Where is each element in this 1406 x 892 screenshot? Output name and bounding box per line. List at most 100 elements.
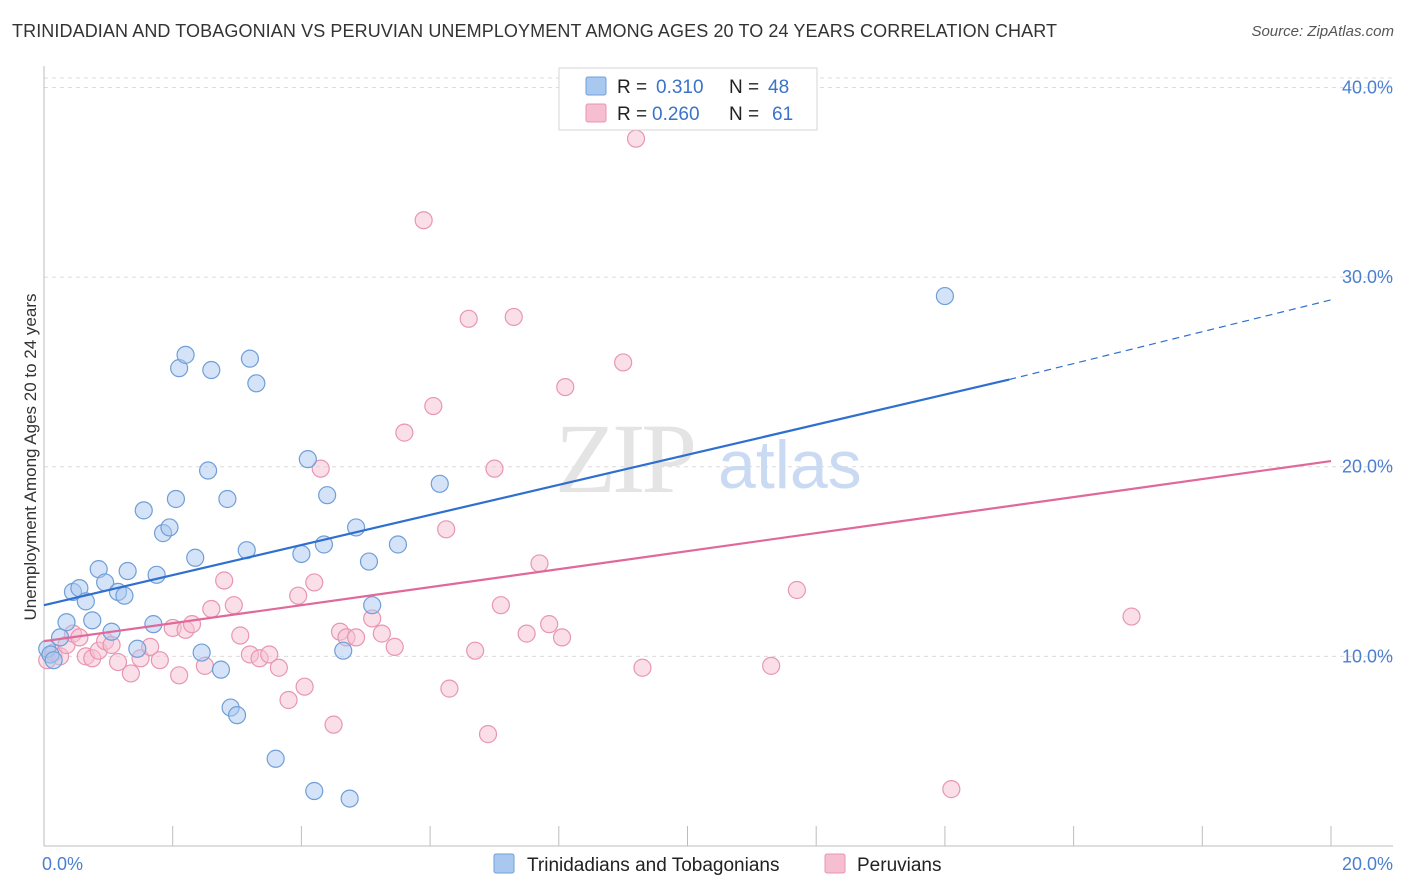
peruvian-point [289,586,308,605]
trinidadian-point [134,501,153,520]
trinidadian-point [340,789,359,808]
trinidadian-point [266,749,285,768]
peruvian-point [942,780,961,799]
trinidadian-point [115,586,134,605]
trinidadian-point [430,474,449,493]
trinidadian-point [247,374,266,393]
legend-n-value-1: 48 [768,77,789,98]
peruvian-point [614,353,633,372]
peruvian-point [150,651,169,670]
trinidadian-points [38,286,955,808]
trinidadian-point [359,552,379,571]
trinidadian-point [128,639,147,658]
peruvian-point [202,599,221,619]
trinidadian-point [57,613,76,632]
trinidadian-point [227,706,247,725]
legend-r-label-1: R = [617,77,647,98]
peruvian-point [215,571,234,590]
peruvian-trend-line [43,459,1332,643]
peruvian-point [295,677,314,696]
peruvian-point [231,626,250,645]
peruvian-point [121,664,140,683]
peruvian-point [478,725,498,744]
peruvian-point [170,666,189,685]
peruvian-point [459,309,478,328]
trinidadian-point [160,518,179,537]
trend-lines [43,299,1332,643]
y-tick-label: 20.0% [1342,457,1393,477]
trinidadian-point [83,611,102,630]
peruvian-point [540,615,559,634]
peruvian-point [324,715,343,734]
peruvian-point [182,615,202,634]
legend-swatch-trinidadian [585,76,607,96]
peruvian-point [311,459,330,478]
y-tick-label: 40.0% [1342,77,1393,97]
peruvian-point [346,628,366,647]
peruvian-point [633,658,652,677]
peruvian-point [491,596,510,615]
legend-r-label-2: R = [617,104,647,125]
legend-n-value-2: 61 [772,104,793,125]
trinidadian-point [198,461,218,480]
peruvian-point [1122,607,1141,626]
peruvian-point [224,596,243,615]
trinidadian-point [192,643,211,662]
trinidadian-point [186,548,205,567]
y-tick-label: 10.0% [1342,646,1393,666]
y-tick-label: 30.0% [1342,267,1393,287]
series-legend-label-trinidadian: Trinidadians and Tobagonians [527,855,779,876]
x-tick-label: 0.0% [42,854,83,874]
peruvian-point [530,554,549,573]
chart-source: Source: ZipAtlas.com [1251,23,1394,40]
grid-lines [44,77,1393,657]
trinidadian-point [298,450,317,469]
stats-legend: R = 0.310 N = 48 R = 0.260 N = 61 [558,67,818,131]
legend-n-label-1: N = [729,77,759,98]
peruvian-point [552,628,572,647]
peruvian-point [517,624,536,643]
peruvian-point [762,656,781,675]
trinidadian-point [166,489,186,509]
legend-n-label-2: N = [729,104,759,125]
trinidadian-point [935,286,955,306]
peruvian-point [504,307,523,327]
series-legend-label-peruvian: Peruvians [857,855,942,876]
trinidadian-point [118,561,137,581]
peruvian-point [279,690,298,710]
series-legend: Trinidadians and Tobagonians Peruvians [493,853,942,876]
peruvian-point [440,679,459,698]
axes [43,66,1393,847]
trinidadian-point [211,660,231,679]
legend-r-value-1: 0.310 [656,77,704,98]
peruvian-point [269,658,288,677]
trinidadian-point [292,544,311,564]
trinidadian-point [318,486,337,505]
peruvian-point [108,652,128,672]
trinidadian-point [202,360,221,380]
peruvian-point [787,580,806,600]
peruvian-point [485,459,504,478]
trinidadian-trend-extension [1009,299,1332,381]
trinidadian-trend-line [43,378,1010,607]
peruvian-point [626,129,646,148]
trinidadian-point [44,651,63,670]
peruvian-point [260,645,279,664]
series-legend-swatch-trinidadian [493,853,515,874]
peruvian-point [556,377,575,397]
peruvian-point [395,423,414,442]
tick-labels: 10.0% 20.0% 30.0% 40.0% 0.0% 20.0% [42,77,1393,874]
peruvian-point [372,624,391,643]
trinidadian-point [218,489,237,509]
peruvian-point [424,396,443,416]
series-legend-swatch-peruvian [824,853,846,874]
x-tick-label: 20.0% [1342,854,1393,874]
watermark: ZIP atlas [555,403,862,514]
legend-r-value-2: 0.260 [652,104,700,125]
trinidadian-point [240,349,260,368]
peruvian-point [385,637,404,656]
trinidadian-point [305,781,324,801]
trinidadian-point [334,641,353,660]
